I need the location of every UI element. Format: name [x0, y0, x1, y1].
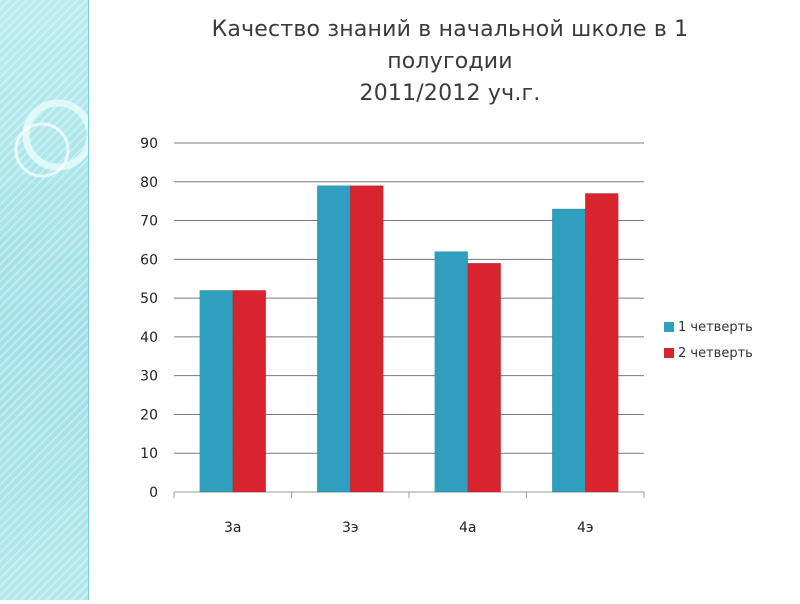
- chart-title-line-3: 2011/2012 уч.г.: [359, 81, 541, 106]
- legend-swatch-series-1: [664, 322, 674, 332]
- chart-title-line-2: полугодии: [387, 49, 513, 74]
- y-tick-label: 20: [140, 407, 158, 423]
- bar-3а-series-1: [199, 290, 234, 493]
- y-tick-label: 40: [140, 330, 158, 346]
- x-tick-label: 4а: [459, 520, 477, 536]
- x-tick-label: 3э: [342, 520, 359, 536]
- bar-3э-series-1: [316, 185, 351, 493]
- y-tick-label: 60: [140, 252, 158, 268]
- y-tick-label: 10: [140, 446, 158, 462]
- chart-legend: 1 четверть 2 четверть: [664, 314, 753, 366]
- legend-label-series-1: 1 четверть: [678, 319, 753, 335]
- y-tick-label: 80: [140, 175, 158, 191]
- legend-item-series-1: 1 четверть: [664, 314, 753, 340]
- legend-label-series-2: 2 четверть: [678, 345, 753, 361]
- bar-3э-series-2: [349, 185, 384, 493]
- y-tick-label: 30: [140, 369, 158, 385]
- x-tick-label: 4э: [577, 520, 594, 536]
- y-tick-label: 0: [149, 485, 158, 501]
- bar-3а-series-2: [232, 290, 267, 493]
- bar-4э-series-2: [584, 193, 619, 493]
- y-tick-label: 50: [140, 291, 158, 307]
- decorative-side-band: [0, 0, 94, 600]
- chart-title-line-1: Качество знаний в начальной школе в 1: [211, 17, 689, 42]
- bar-4э-series-1: [551, 208, 586, 493]
- y-tick-label: 90: [140, 136, 158, 152]
- bar-4а-series-1: [434, 251, 469, 493]
- legend-swatch-series-2: [664, 348, 674, 358]
- chart-title: Качество знаний в начальной школе в 1 по…: [120, 14, 780, 110]
- x-tick-label: 3а: [224, 520, 242, 536]
- bar-4а-series-2: [467, 262, 502, 493]
- legend-item-series-2: 2 четверть: [664, 340, 753, 366]
- y-tick-label: 70: [140, 214, 158, 230]
